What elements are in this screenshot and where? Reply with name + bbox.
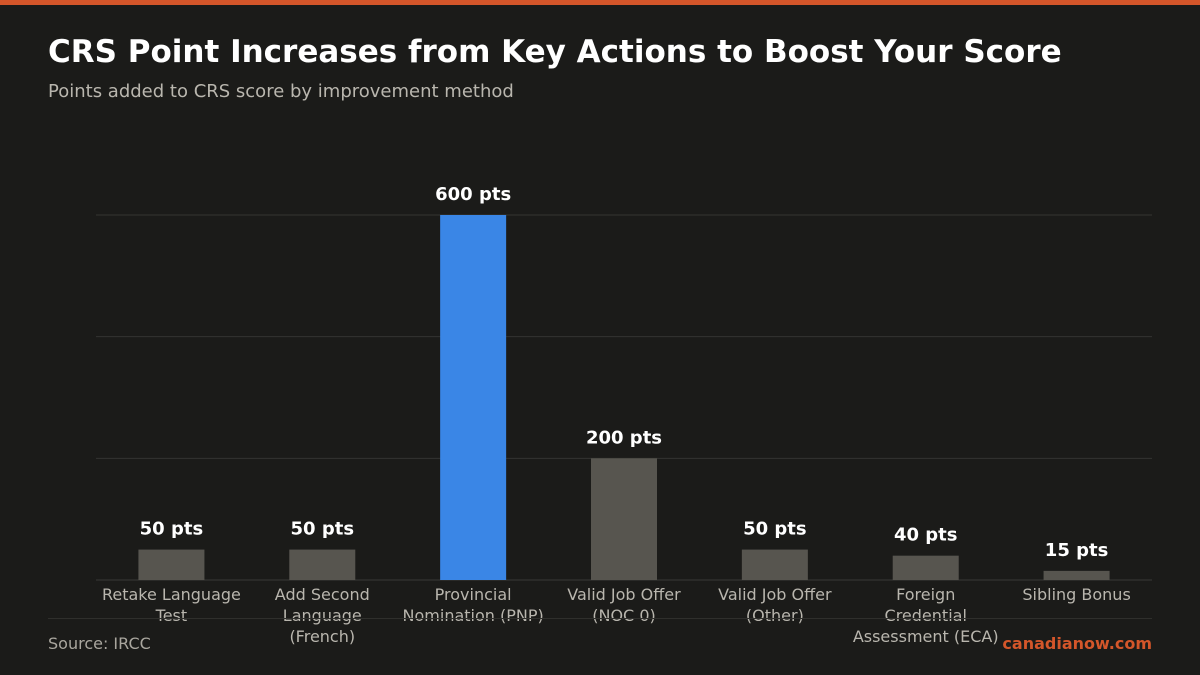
x-tick-label: Credential xyxy=(885,606,967,625)
accent-top-bar xyxy=(0,0,1200,5)
data-label: 200 pts xyxy=(586,427,662,448)
x-tick-label: Foreign xyxy=(896,585,955,604)
data-label: 600 pts xyxy=(435,184,511,205)
brand-link[interactable]: canadianow.com xyxy=(1002,634,1152,653)
x-tick-label: Provincial xyxy=(435,585,512,604)
bar xyxy=(440,215,507,580)
data-label: 50 pts xyxy=(140,519,204,540)
x-tick-label: (French) xyxy=(289,627,355,646)
bar xyxy=(289,549,356,580)
x-tick-label: Valid Job Offer xyxy=(567,585,681,604)
x-tick-label: (NOC 0) xyxy=(592,606,655,625)
footer-divider xyxy=(48,618,1152,619)
bar xyxy=(591,458,657,580)
chart-subtitle: Points added to CRS score by improvement… xyxy=(48,81,514,102)
x-tick-label: Add Second xyxy=(275,585,370,604)
bar xyxy=(892,555,959,580)
x-tick-label: Sibling Bonus xyxy=(1022,585,1130,604)
data-label: 50 pts xyxy=(743,519,807,540)
data-label: 15 pts xyxy=(1045,540,1109,561)
data-label: 40 pts xyxy=(894,525,958,546)
x-tick-label: Assessment (ECA) xyxy=(853,627,999,646)
x-tick-label: Valid Job Offer xyxy=(718,585,832,604)
bar xyxy=(1043,570,1110,580)
x-tick-label: (Other) xyxy=(746,606,804,625)
x-tick-label: Language xyxy=(283,606,362,625)
data-label: 50 pts xyxy=(291,519,355,540)
bar xyxy=(741,549,808,580)
chart-title: CRS Point Increases from Key Actions to … xyxy=(48,34,1062,70)
x-tick-label: Nomination (PNP) xyxy=(403,606,544,625)
x-tick-label: Test xyxy=(155,606,188,625)
source-note: Source: IRCC xyxy=(48,634,151,653)
bar xyxy=(138,549,205,580)
x-tick-label: Retake Language xyxy=(102,585,241,604)
